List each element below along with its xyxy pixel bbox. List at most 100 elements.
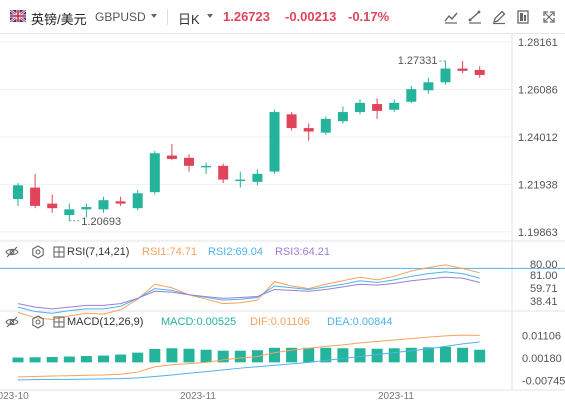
macd-histogram-bar (440, 346, 451, 363)
draw-icon[interactable] (467, 9, 483, 25)
candle-body (355, 102, 365, 113)
candle-body (474, 69, 485, 75)
settings-gear-icon[interactable] (31, 315, 45, 329)
macd-histogram-bar (371, 348, 383, 363)
candle-body (320, 118, 331, 133)
dif-value: DIF:0.01106 (250, 316, 310, 328)
rsi-axis-tick: 81.00 (530, 270, 558, 282)
rsi2-value: RSI2:69.04 (208, 246, 264, 258)
layout-icon[interactable] (515, 9, 531, 25)
macd-histogram-bar (457, 347, 469, 363)
price-change: -0.00213 (285, 9, 337, 24)
macd-histogram-bar (80, 356, 92, 363)
rsi3-value: RSI3:64.21 (275, 246, 331, 258)
candle-body (98, 200, 109, 210)
rsi-axis-tick: 80.00 (530, 259, 558, 271)
macd-histogram-bar (320, 347, 332, 363)
macd-histogram-bar (354, 348, 366, 363)
rsi-axis-tick: 38.41 (530, 296, 558, 308)
pair-name[interactable]: 英镑/美元 (31, 12, 87, 27)
rsi1-line (17, 264, 480, 320)
rsi-title: RSI(7,14,21) (67, 246, 130, 258)
settings-gear-icon[interactable] (31, 245, 45, 259)
high-price-label: 1.27331 (398, 55, 438, 67)
macd-histogram-bar (29, 357, 41, 363)
candle-body (115, 201, 126, 204)
candle-body (389, 102, 400, 110)
pair-dropdown-chevron-icon[interactable] (151, 14, 157, 18)
candle-body (30, 187, 41, 206)
candle-body (440, 68, 451, 83)
candle-body (132, 193, 143, 209)
macd-histogram-bar (115, 354, 127, 363)
price-axis-tick: 1.24012 (518, 132, 558, 144)
macd-histogram-bar (405, 347, 417, 363)
macd-histogram-bar (234, 350, 246, 363)
macd-histogram-bar (200, 349, 212, 363)
rsi3-line (17, 276, 480, 310)
hide-eye-icon[interactable] (5, 245, 19, 259)
pen-icon[interactable] (491, 9, 507, 25)
dea-value: DEA:0.00844 (327, 316, 393, 328)
period-dropdown-chevron-icon[interactable] (207, 14, 213, 18)
macd-histogram-bar (132, 352, 144, 363)
candle-body (201, 165, 212, 168)
macd-value: MACD:0.00525 (161, 316, 237, 328)
macd-histogram-bar (63, 356, 75, 363)
macd-histogram-bar (46, 357, 58, 363)
macd-histogram-bar (166, 348, 178, 363)
macd-axis-tick: -0.00745 (522, 375, 565, 387)
macd-histogram-bar (217, 350, 229, 363)
macd-histogram-bar (149, 349, 161, 363)
macd-histogram-bar (422, 347, 434, 363)
indicator-icon[interactable] (443, 9, 459, 25)
macd-histogram-bar (337, 348, 349, 363)
period-selector[interactable]: 日K (178, 12, 200, 27)
price-chart[interactable]: 1.28161 1.26086 1.24012 1.21938 1.19863 1.273… (0, 34, 565, 400)
chart-header: 英镑/美元 GBPUSD 日K 1.26723 -0.00213 -0.17% (0, 0, 565, 34)
header-divider (167, 9, 168, 25)
rsi1-value: RSI1:74.71 (142, 246, 198, 258)
macd-histogram-bar (474, 349, 486, 363)
price-axis-tick: 1.26086 (518, 84, 558, 96)
price-axis-tick: 1.21938 (518, 179, 558, 191)
grid-indicator-icon[interactable] (53, 316, 65, 328)
candle-body (286, 114, 297, 129)
last-price: 1.26723 (223, 9, 270, 24)
candle-body (64, 209, 75, 216)
grid-indicator-icon[interactable] (53, 246, 65, 258)
candle-body (406, 89, 417, 102)
candle-body (457, 68, 468, 71)
candle-body (218, 165, 229, 180)
candle-body (47, 203, 58, 209)
candle-body (252, 173, 263, 182)
candle-body (13, 185, 23, 200)
macd-histogram-bar (98, 355, 109, 363)
hide-eye-icon[interactable] (5, 315, 19, 329)
dea-line (17, 341, 480, 381)
candle-body (184, 157, 194, 166)
macd-histogram-bar (303, 347, 315, 363)
price-axis-tick: 1.28161 (518, 37, 558, 49)
rsi2-line (17, 271, 480, 314)
low-price-label: 1.20693 (81, 216, 121, 228)
macd-histogram-bar (12, 357, 24, 363)
candle-body (372, 104, 383, 111)
expand-icon[interactable] (541, 9, 557, 25)
macd-histogram-bar (269, 347, 280, 363)
candle-body (337, 112, 348, 122)
dif-line (17, 334, 480, 378)
macd-title: MACD(12,26,9) (67, 316, 144, 328)
rsi-axis-tick: 59.71 (530, 283, 558, 295)
candle-body (166, 155, 177, 159)
macd-histogram-bar (388, 348, 400, 363)
pair-code[interactable]: GBPUSD (95, 10, 146, 24)
candle-body (149, 153, 160, 193)
macd-axis-tick: 0.01106 (522, 330, 561, 342)
candle-body (235, 179, 246, 182)
x-axis-date-label: 2023-11 (180, 391, 216, 400)
macd-histogram-bar (183, 348, 195, 363)
x-axis-date-label: 2023-11 (378, 391, 414, 400)
candle-body (269, 112, 280, 172)
candle-body (81, 207, 92, 210)
